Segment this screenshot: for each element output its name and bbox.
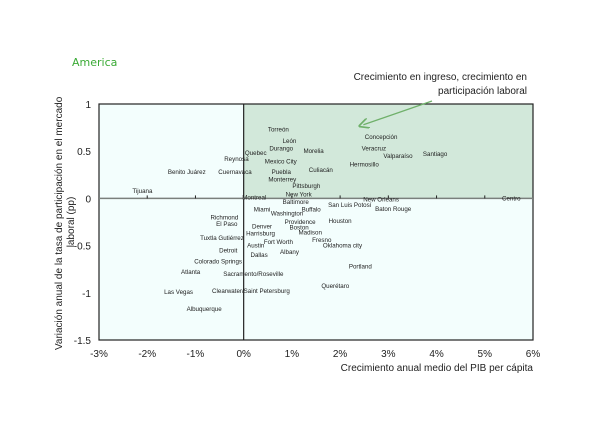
- y-tick-label: 0: [85, 194, 91, 205]
- data-point-label: Sacramento/Roseville: [223, 271, 284, 278]
- data-point-label: Miami: [254, 207, 271, 214]
- data-point-label: El Paso: [216, 221, 238, 228]
- x-tick-label: 0%: [236, 349, 251, 360]
- data-point-label: New Orleans: [363, 196, 399, 203]
- x-tick-label: 2%: [333, 349, 348, 360]
- data-point-label: Boston: [289, 225, 309, 232]
- y-tick-label: 0.5: [77, 147, 91, 158]
- data-point-label: Baton Rouge: [375, 206, 412, 213]
- data-point-label: San Luis Potosí: [328, 202, 372, 209]
- data-point-label: Fort Worth: [264, 239, 294, 246]
- data-point-label: Detroit: [219, 247, 238, 254]
- data-point-label: Tijuana: [132, 188, 153, 195]
- data-point-label: Querétaro: [321, 283, 349, 290]
- annotation-arrow: [363, 100, 433, 125]
- data-point-label: Quebec: [245, 150, 267, 157]
- data-point-label: Portland: [349, 263, 373, 270]
- data-point-label: Austin: [247, 243, 265, 250]
- data-point-label: Harrisburg: [246, 230, 275, 237]
- x-tick-label: 3%: [381, 349, 396, 360]
- data-point-label: Providence: [285, 219, 317, 226]
- data-point-label: Oklahoma city: [323, 243, 363, 250]
- x-tick-label: 1%: [285, 349, 300, 360]
- x-tick-label: 4%: [429, 349, 444, 360]
- data-point-label: Montreal: [242, 194, 266, 201]
- data-point-label: Denver: [252, 224, 272, 231]
- data-point-label: Tuxtla Gutiérrez: [200, 235, 244, 242]
- annotation-line1: Crecimiento en ingreso, crecimiento en: [354, 72, 527, 83]
- data-point-label: Albuquerque: [187, 306, 223, 313]
- data-point-label: Santiago: [423, 151, 448, 158]
- data-point-label: Baltimore: [283, 199, 310, 206]
- data-point-label: Morelia: [303, 148, 324, 155]
- x-axis-label: Crecimiento anual medio del PIB per cápi…: [341, 363, 534, 374]
- x-tick-label: 5%: [478, 349, 493, 360]
- data-point-label: Pittsburgh: [292, 183, 320, 190]
- data-point-label: Hermosillo: [350, 161, 380, 168]
- y-axis-label: Variación anual de la tasa de participac…: [54, 94, 77, 350]
- data-point-label: Puebla: [272, 169, 292, 176]
- x-tick-label: -2%: [138, 349, 156, 360]
- data-point-label: Cuernavaca: [218, 169, 252, 176]
- y-tick-label: -1: [82, 289, 91, 300]
- x-tick-label: -3%: [90, 349, 108, 360]
- data-point-label: Torreón: [268, 126, 290, 133]
- data-point-label: Albany: [280, 249, 300, 256]
- growth-quadrant: [243, 104, 533, 199]
- data-point-label: Washington: [271, 211, 304, 218]
- data-point-label: New York: [286, 192, 313, 199]
- data-point-label: Atlanta: [181, 269, 201, 276]
- data-point-label: Reynosa: [224, 156, 249, 163]
- y-tick-label: -1.5: [74, 336, 92, 347]
- data-point-label: Monterrey: [268, 177, 297, 184]
- x-tick-label: 6%: [526, 349, 541, 360]
- data-point-label: León: [283, 138, 297, 145]
- data-point-label: Clearwater/Saint Petersburg: [212, 288, 290, 295]
- data-point-label: Centro: [502, 195, 521, 202]
- y-axis-label-line1: Variación anual de la tasa de participac…: [54, 96, 65, 350]
- data-point-label: Benito Juárez: [168, 169, 206, 176]
- data-point-label: Mexico City: [265, 159, 298, 166]
- data-point-label: Veracruz: [362, 145, 386, 152]
- y-axis-label-line2: laboral (pp): [66, 197, 77, 248]
- data-point-label: Buffalo: [302, 207, 322, 214]
- data-point-label: Colorado Springs: [194, 259, 242, 266]
- data-point-label: Fresno: [312, 237, 332, 244]
- data-point-label: Valparaíso: [383, 153, 413, 160]
- data-point-label: Dallas: [250, 252, 267, 259]
- data-point-label: Las Vegas: [164, 289, 193, 296]
- data-point-label: Houston: [329, 218, 353, 225]
- data-point-label: Concepción: [365, 134, 398, 141]
- annotation-line2: participación laboral: [438, 86, 527, 97]
- data-point-label: Durango: [269, 145, 293, 152]
- y-tick-label: -0.5: [74, 242, 92, 253]
- data-point-label: Culiacán: [309, 167, 334, 174]
- y-tick-label: 1: [85, 100, 91, 111]
- data-point-label: Madison: [299, 229, 323, 236]
- plot-frame: [98, 103, 534, 341]
- region-title: America: [72, 56, 118, 69]
- x-tick-label: -1%: [187, 349, 205, 360]
- data-point-label: Richmond: [210, 214, 238, 221]
